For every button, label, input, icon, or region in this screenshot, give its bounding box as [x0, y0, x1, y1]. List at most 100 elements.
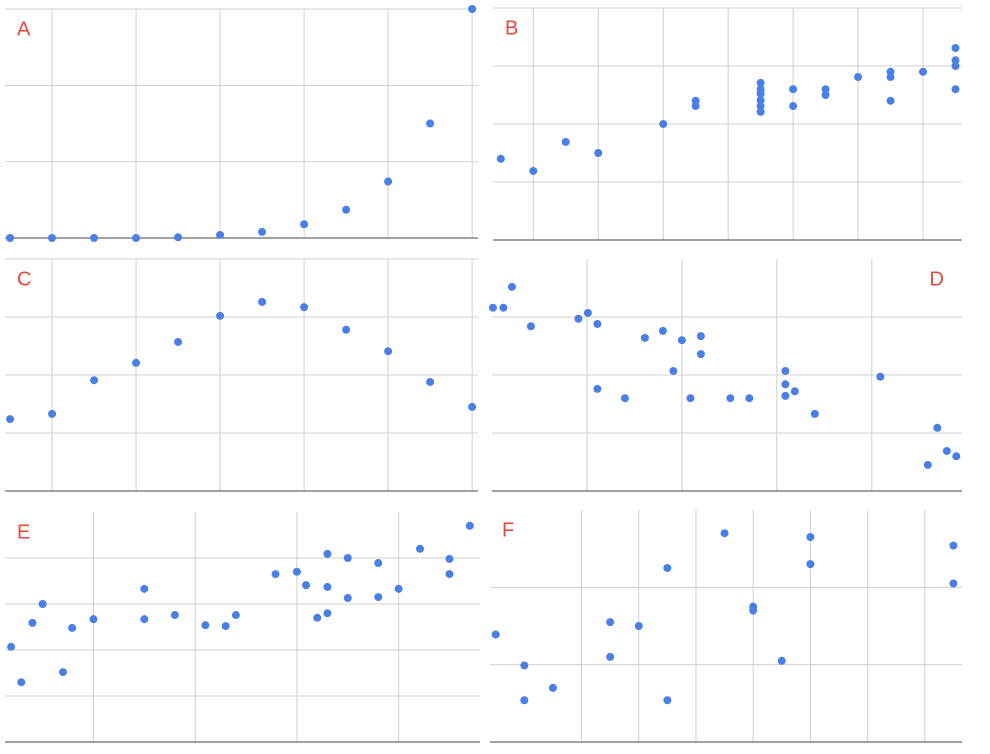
point [696, 332, 705, 341]
point [174, 337, 183, 346]
point [620, 394, 629, 403]
point [258, 227, 267, 236]
point [302, 581, 311, 590]
point [806, 560, 815, 569]
point [669, 366, 678, 375]
point [445, 554, 454, 563]
point [756, 102, 765, 111]
point [231, 611, 240, 620]
point [561, 137, 570, 146]
point [132, 234, 141, 242]
point [821, 85, 830, 94]
point [140, 615, 149, 624]
point [415, 544, 424, 553]
point [89, 615, 98, 624]
point [132, 358, 141, 367]
point [496, 154, 505, 163]
point [876, 372, 885, 381]
point [640, 333, 649, 342]
point [756, 107, 765, 116]
point [216, 230, 225, 239]
point [854, 73, 863, 82]
point [886, 73, 895, 82]
point [6, 234, 15, 242]
point [68, 623, 77, 632]
point [90, 234, 99, 242]
panel-label: E [17, 521, 30, 543]
point [951, 62, 960, 70]
point [48, 409, 57, 418]
point [201, 621, 210, 630]
point [594, 149, 603, 157]
point [821, 91, 830, 99]
point [952, 452, 961, 461]
point [749, 606, 758, 615]
point [951, 56, 960, 65]
point [342, 205, 351, 214]
point [520, 661, 529, 670]
point [691, 102, 700, 111]
point [606, 652, 615, 661]
point [258, 297, 267, 306]
point [488, 303, 497, 312]
point [781, 391, 790, 400]
point [465, 521, 474, 530]
point [942, 446, 951, 455]
point [726, 394, 735, 403]
point [170, 611, 179, 620]
point [374, 559, 383, 568]
point [394, 584, 403, 593]
point [323, 549, 332, 558]
point [58, 668, 67, 677]
point [686, 394, 695, 403]
point [221, 622, 230, 631]
point [300, 220, 309, 229]
point [90, 376, 99, 385]
point [292, 567, 301, 576]
panel-label: C [17, 268, 31, 290]
point [313, 613, 322, 622]
point [499, 303, 508, 312]
point [6, 415, 15, 424]
point [216, 311, 225, 320]
point [756, 96, 765, 105]
point [445, 570, 454, 579]
panel-label: A [17, 18, 31, 40]
point [271, 570, 280, 579]
point [343, 594, 352, 603]
point [790, 387, 799, 396]
point [919, 67, 928, 76]
point [526, 322, 535, 331]
point [806, 533, 815, 542]
point [781, 380, 790, 389]
point [663, 696, 672, 705]
point [468, 5, 477, 13]
point [677, 336, 686, 345]
point [300, 303, 309, 312]
point [426, 377, 435, 386]
point [951, 85, 960, 94]
point [949, 579, 958, 588]
point [374, 593, 383, 602]
point [720, 529, 729, 538]
point [48, 234, 57, 242]
point [426, 119, 435, 128]
point [789, 85, 798, 94]
point [606, 618, 615, 627]
point [696, 350, 705, 359]
point [789, 102, 798, 111]
point [949, 541, 958, 550]
panel-label: B [505, 17, 518, 39]
point [548, 683, 557, 692]
point [663, 564, 672, 572]
point [810, 409, 819, 418]
point [781, 366, 790, 375]
point [923, 460, 932, 469]
point [323, 609, 332, 618]
point [38, 600, 47, 608]
point [468, 402, 477, 411]
point [140, 584, 149, 593]
point [659, 120, 668, 128]
panel-label: F [502, 519, 514, 541]
